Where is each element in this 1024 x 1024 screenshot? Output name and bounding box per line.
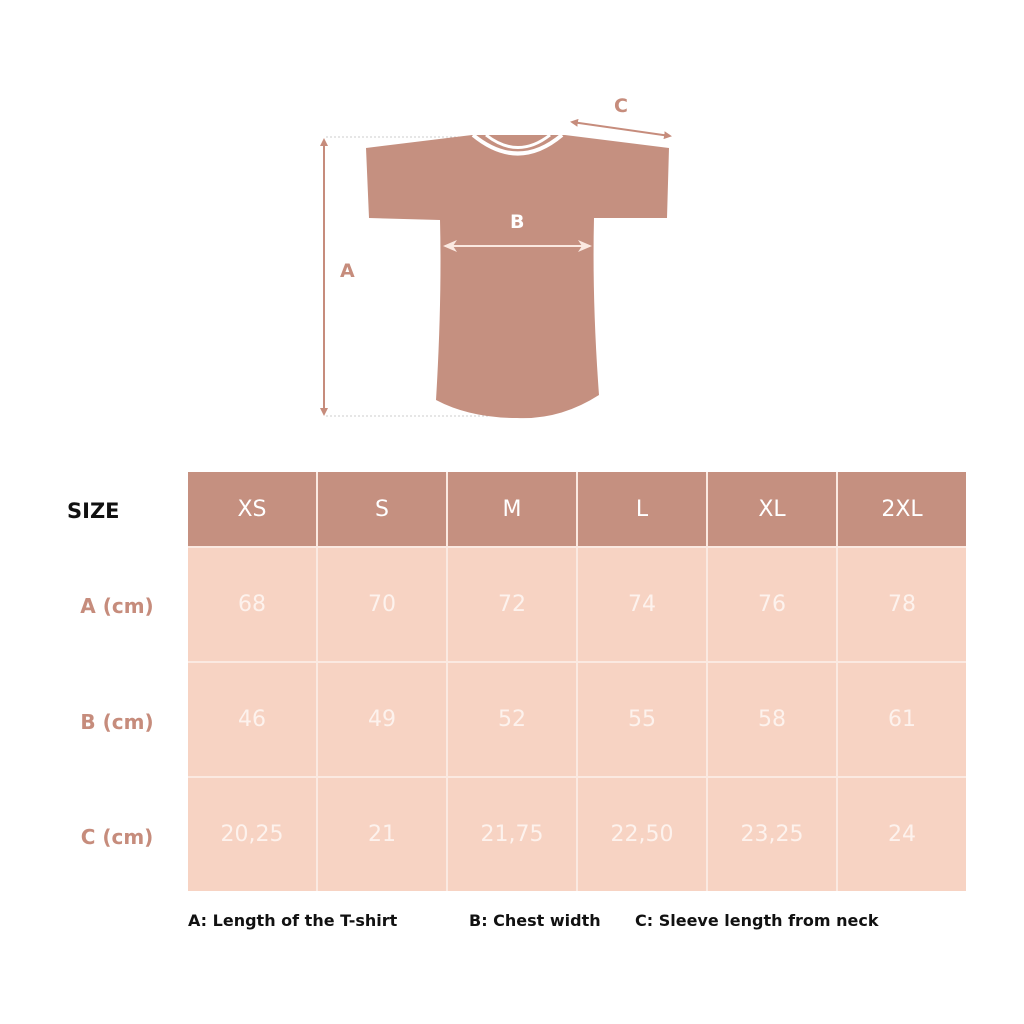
cell: 21,75 — [446, 776, 578, 891]
size-header: M — [446, 472, 578, 548]
collar-inner — [485, 133, 551, 149]
label-b: B — [510, 211, 525, 233]
legend-a: A: Length of the T-shirt — [188, 911, 398, 930]
size-header: L — [576, 472, 708, 548]
size-header: XL — [706, 472, 838, 548]
row-label-b: B (cm) — [80, 710, 154, 734]
size-heading: SIZE — [67, 499, 120, 523]
cell: 20,25 — [188, 776, 318, 891]
cell: 74 — [576, 546, 708, 663]
tshirt-diagram — [320, 118, 672, 419]
cell: 58 — [706, 661, 838, 778]
cell: 46 — [188, 661, 318, 778]
size-header: S — [316, 472, 448, 548]
label-a: A — [340, 260, 355, 282]
legend-c: C: Sleeve length from neck — [635, 911, 879, 930]
size-header: XS — [188, 472, 318, 548]
tshirt-shape — [366, 135, 669, 419]
row-label-c: C (cm) — [80, 825, 154, 849]
size-header-row: XS S M L XL 2XL — [188, 472, 966, 548]
cell: 68 — [188, 546, 318, 663]
cell: 24 — [836, 776, 966, 891]
table-row: 20,25 21 21,75 22,50 23,25 24 — [188, 776, 966, 891]
label-c: C — [614, 95, 628, 117]
cell: 76 — [706, 546, 838, 663]
cell: 22,50 — [576, 776, 708, 891]
table-row: 46 49 52 55 58 61 — [188, 661, 966, 778]
cell: 23,25 — [706, 776, 838, 891]
sleeve-arrow — [570, 118, 672, 140]
cell: 72 — [446, 546, 578, 663]
cell: 49 — [316, 661, 448, 778]
cell: 55 — [576, 661, 708, 778]
cell: 52 — [446, 661, 578, 778]
cell: 78 — [836, 546, 966, 663]
collar — [471, 133, 564, 156]
cell: 61 — [836, 661, 966, 778]
table-row: 68 70 72 74 76 78 — [188, 546, 966, 663]
legend-b: B: Chest width — [469, 911, 601, 930]
cell: 70 — [316, 546, 448, 663]
size-table: XS S M L XL 2XL 68 70 72 74 76 78 46 49 … — [188, 472, 966, 891]
cell: 21 — [316, 776, 448, 891]
row-label-a: A (cm) — [80, 594, 154, 618]
size-header: 2XL — [836, 472, 966, 548]
